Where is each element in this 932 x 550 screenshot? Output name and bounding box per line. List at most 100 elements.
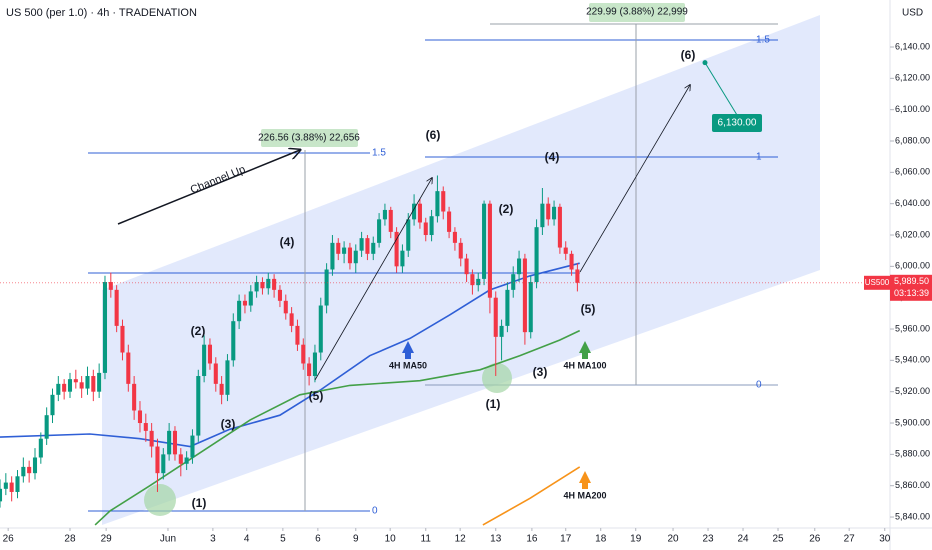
y-tick-label: 6,100.00 bbox=[895, 104, 930, 114]
candle-body bbox=[359, 238, 364, 251]
candle-body bbox=[21, 466, 26, 477]
candle-body bbox=[231, 321, 236, 361]
candle-body bbox=[429, 216, 434, 236]
candle-body bbox=[155, 446, 160, 474]
candle-body bbox=[254, 282, 259, 292]
x-tick-label: 10 bbox=[385, 534, 397, 545]
fib-label: 0 bbox=[756, 380, 762, 391]
candle-body bbox=[108, 282, 113, 290]
x-tick-label: 26 bbox=[809, 534, 821, 545]
candle-body bbox=[126, 352, 131, 384]
candle-body bbox=[417, 203, 422, 223]
x-tick-label: 5 bbox=[280, 534, 286, 545]
candle-body bbox=[283, 300, 288, 314]
candle-body bbox=[0, 488, 3, 502]
candle-body bbox=[522, 258, 527, 333]
target-box bbox=[712, 114, 762, 132]
candle-body bbox=[225, 360, 230, 395]
candle-body bbox=[15, 476, 20, 492]
candle-body bbox=[377, 219, 382, 243]
candle-body bbox=[534, 227, 539, 283]
candle-body bbox=[272, 278, 277, 290]
candle-body bbox=[563, 247, 568, 254]
candle-body bbox=[50, 394, 55, 416]
x-tick-label: 25 bbox=[772, 534, 784, 545]
ma-label: 4H MA200 bbox=[563, 490, 606, 500]
y-tick-label: 6,140.00 bbox=[895, 41, 930, 51]
candle-body bbox=[9, 482, 14, 492]
x-tick-label: 20 bbox=[667, 534, 679, 545]
projection-arrow bbox=[314, 178, 432, 381]
moving-average bbox=[94, 329, 581, 526]
candle-body bbox=[178, 454, 183, 464]
candle-body bbox=[557, 206, 562, 248]
highlight-circle bbox=[482, 363, 512, 393]
wave-label: (3) bbox=[533, 365, 548, 379]
candle-body bbox=[470, 274, 475, 286]
candle-body bbox=[336, 242, 341, 254]
x-tick-label: 19 bbox=[630, 534, 642, 545]
candle-body bbox=[499, 325, 504, 337]
chart-title: US 500 (per 1.0) · 4h · TRADENATION bbox=[6, 7, 197, 19]
wave-label: (3) bbox=[221, 417, 236, 431]
candle-body bbox=[382, 209, 387, 220]
measure-label: 226.56 (3.88%) 22,656 bbox=[258, 133, 360, 144]
channel-up bbox=[102, 15, 820, 525]
y-tick-label: 5,860.00 bbox=[895, 480, 930, 490]
candle-body bbox=[79, 382, 84, 389]
candle-body bbox=[219, 383, 224, 395]
candle-body bbox=[330, 242, 335, 270]
candle-body bbox=[295, 325, 300, 345]
candle-body bbox=[207, 344, 213, 364]
fib-label: 0 bbox=[372, 506, 378, 517]
candle-body bbox=[487, 203, 492, 298]
candle-body bbox=[184, 457, 189, 464]
x-tick-label: 26 bbox=[3, 534, 15, 545]
x-tick-label: Jun bbox=[160, 534, 176, 545]
y-tick-label: 6,060.00 bbox=[895, 167, 930, 177]
wave-label: (1) bbox=[486, 397, 501, 411]
x-tick-label: 12 bbox=[455, 534, 467, 545]
x-tick-label: 28 bbox=[64, 534, 76, 545]
ma-label: 4H MA100 bbox=[563, 360, 606, 370]
ma-arrow bbox=[402, 341, 414, 359]
candle-body bbox=[423, 222, 428, 236]
candle-body bbox=[149, 430, 154, 447]
candle-body bbox=[213, 363, 218, 384]
candle-body bbox=[301, 344, 306, 364]
candle-body bbox=[97, 372, 102, 392]
candle-body bbox=[552, 206, 557, 220]
candle-body bbox=[196, 376, 201, 436]
candle-body bbox=[38, 438, 43, 458]
candle-body bbox=[575, 269, 580, 283]
candle-body bbox=[32, 457, 38, 474]
candle-body bbox=[528, 282, 533, 333]
candle-body bbox=[546, 203, 551, 220]
y-tick-label: 5,960.00 bbox=[895, 323, 930, 333]
y-tick-label: 5,840.00 bbox=[895, 511, 930, 521]
candle-body bbox=[120, 325, 125, 353]
candle-body bbox=[62, 383, 67, 392]
candle-body bbox=[248, 291, 253, 306]
wave-label: (2) bbox=[499, 202, 514, 216]
moving-average bbox=[482, 466, 581, 526]
plot bbox=[0, 175, 581, 526]
y-tick-label: 5,900.00 bbox=[895, 417, 930, 427]
measure-box bbox=[589, 3, 685, 22]
candle-body bbox=[412, 203, 417, 220]
x-tick-label: 30 bbox=[879, 534, 891, 545]
candle-body bbox=[569, 253, 574, 270]
countdown: 03:13:39 bbox=[894, 288, 929, 298]
wave-label: (6) bbox=[681, 48, 696, 62]
currency: USD bbox=[902, 8, 923, 19]
candle-body bbox=[289, 313, 294, 326]
candle-body bbox=[161, 454, 166, 474]
y-tick-label: 6,080.00 bbox=[895, 135, 930, 145]
y-tick-label: 6,000.00 bbox=[895, 261, 930, 271]
fib-label: 1.5 bbox=[756, 35, 770, 46]
candle-body bbox=[371, 242, 376, 254]
y-tick-label: 6,120.00 bbox=[895, 73, 930, 83]
candle-body bbox=[27, 466, 32, 474]
candle-body bbox=[73, 379, 78, 383]
measure-label: 229.99 (3.88%) 22,999 bbox=[586, 7, 688, 18]
